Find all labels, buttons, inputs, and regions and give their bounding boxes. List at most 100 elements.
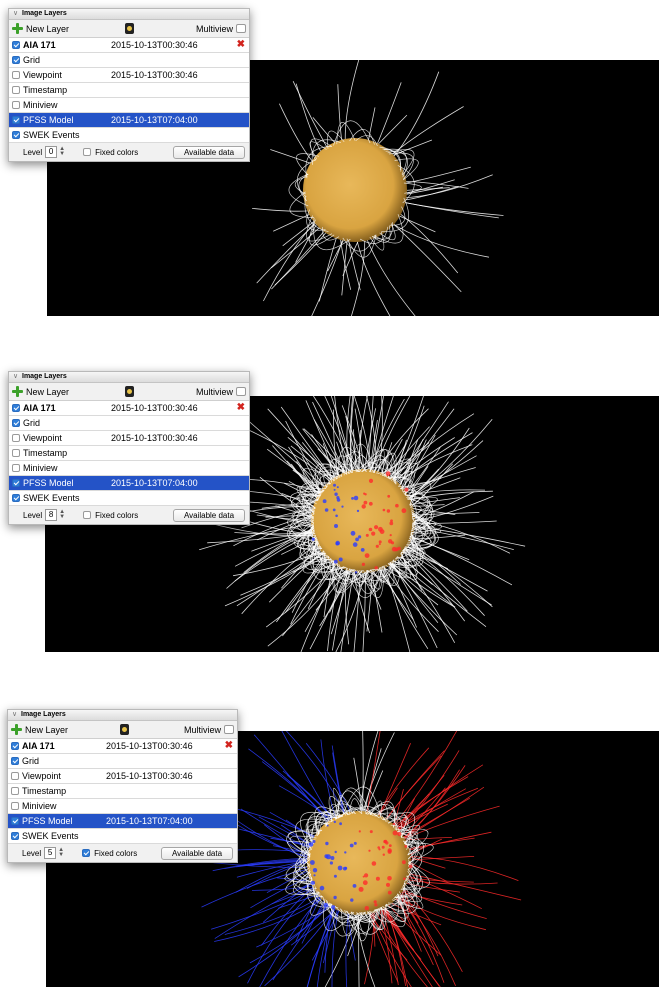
level-stepper-icon[interactable]: ▲ ▼ (59, 509, 66, 520)
closed-field-loop (314, 537, 346, 569)
fixed-colors-option[interactable]: Fixed colors (83, 148, 138, 157)
pfss-options: Level 5 ▲ ▼ Fixed colors Available data (8, 844, 237, 862)
available-data-button[interactable]: Available data (173, 509, 245, 522)
level-stepper-icon[interactable]: ▲ ▼ (59, 146, 66, 157)
pfss-options: Level 0 ▲ ▼ Fixed colors Available data (9, 143, 249, 161)
multiview-checkbox[interactable] (236, 387, 246, 396)
fixed-colors-option[interactable]: Fixed colors (82, 849, 137, 858)
panel-title-bar[interactable]: ∨ Image Layers (9, 9, 249, 20)
closed-field-loop (373, 460, 387, 477)
layer-row[interactable]: Miniview (8, 799, 237, 814)
multiview-checkbox[interactable] (224, 725, 234, 734)
layer-row[interactable]: PFSS Model 2015-10-13T07:04:00 (9, 476, 249, 491)
collapse-chevron-icon[interactable]: ∨ (13, 373, 19, 380)
layer-visibility-checkbox[interactable] (11, 817, 19, 825)
panel-title-bar[interactable]: ∨ Image Layers (8, 710, 237, 721)
layer-row[interactable]: Timestamp (8, 784, 237, 799)
layer-visibility-checkbox[interactable] (12, 56, 20, 64)
closed-field-loop (296, 494, 321, 513)
layer-row[interactable]: AIA 171 2015-10-13T00:30:46 ✖ (8, 739, 237, 754)
level-value-field[interactable]: 8 (45, 509, 58, 521)
layer-row[interactable]: AIA 171 2015-10-13T00:30:46 ✖ (9, 401, 249, 416)
new-layer-button[interactable]: New Layer (26, 386, 70, 397)
layer-visibility-checkbox[interactable] (12, 404, 20, 412)
layer-row[interactable]: Miniview (9, 461, 249, 476)
layer-row[interactable]: PFSS Model 2015-10-13T07:04:00 (9, 113, 249, 128)
collapse-chevron-icon[interactable]: ∨ (12, 711, 18, 718)
multiview-checkbox[interactable] (236, 24, 246, 33)
closed-field-loop (304, 537, 338, 571)
closed-field-loop (316, 541, 338, 564)
collapse-chevron-icon[interactable]: ∨ (13, 10, 19, 17)
new-layer-button[interactable]: New Layer (26, 23, 70, 34)
layer-visibility-checkbox[interactable] (11, 787, 19, 795)
open-field-line (355, 909, 376, 987)
layer-row[interactable]: Grid (9, 416, 249, 431)
layer-visibility-checkbox[interactable] (11, 832, 19, 840)
layer-visibility-checkbox[interactable] (11, 772, 19, 780)
remove-layer-icon[interactable]: ✖ (236, 39, 245, 50)
polarity-footpoint (330, 856, 335, 860)
layer-visibility-checkbox[interactable] (12, 434, 20, 442)
closed-field-loop (323, 810, 338, 826)
layer-row[interactable]: AIA 171 2015-10-13T00:30:46 ✖ (9, 38, 249, 53)
polarity-footpoint (311, 880, 315, 885)
layer-row[interactable]: Viewpoint 2015-10-13T00:30:46 (9, 431, 249, 446)
available-data-button[interactable]: Available data (161, 847, 233, 860)
layer-visibility-checkbox[interactable] (12, 419, 20, 427)
layer-row[interactable]: SWEK Events (9, 491, 249, 506)
layer-visibility-checkbox[interactable] (12, 479, 20, 487)
layer-visibility-checkbox[interactable] (11, 802, 19, 810)
layer-row[interactable]: Grid (9, 53, 249, 68)
layer-row[interactable]: PFSS Model 2015-10-13T07:04:00 (8, 814, 237, 829)
layer-row[interactable]: Miniview (9, 98, 249, 113)
movie-export-icon[interactable] (125, 386, 134, 397)
fixed-colors-checkbox[interactable] (83, 148, 92, 156)
layer-visibility-checkbox[interactable] (12, 464, 20, 472)
open-field-line (350, 235, 366, 316)
add-layer-icon[interactable] (12, 386, 23, 397)
open-field-line (311, 235, 345, 316)
polarity-footpoint (342, 866, 347, 871)
level-value-field[interactable]: 5 (44, 847, 57, 859)
new-layer-button[interactable]: New Layer (25, 724, 69, 735)
fixed-colors-label: Fixed colors (94, 848, 138, 858)
closed-field-loop (315, 813, 338, 834)
panel-title-bar[interactable]: ∨ Image Layers (9, 372, 249, 383)
closed-field-loop (306, 215, 333, 242)
layer-visibility-checkbox[interactable] (12, 71, 20, 79)
layer-visibility-checkbox[interactable] (12, 131, 20, 139)
layer-visibility-checkbox[interactable] (12, 494, 20, 502)
level-stepper-icon[interactable]: ▲ ▼ (58, 847, 65, 858)
layer-row[interactable]: SWEK Events (8, 829, 237, 844)
layer-row[interactable]: Viewpoint 2015-10-13T00:30:46 (8, 769, 237, 784)
movie-export-icon[interactable] (125, 23, 134, 34)
layer-visibility-checkbox[interactable] (12, 86, 20, 94)
layer-row[interactable]: SWEK Events (9, 128, 249, 143)
fixed-colors-checkbox[interactable] (83, 511, 92, 519)
layer-visibility-checkbox[interactable] (12, 449, 20, 457)
layer-row[interactable]: Viewpoint 2015-10-13T00:30:46 (9, 68, 249, 83)
available-data-button[interactable]: Available data (173, 146, 245, 159)
fixed-colors-option[interactable]: Fixed colors (83, 511, 138, 520)
layer-visibility-checkbox[interactable] (12, 116, 20, 124)
fixed-colors-checkbox[interactable] (82, 849, 91, 857)
closed-field-loop (341, 786, 382, 820)
layer-visibility-checkbox[interactable] (12, 41, 20, 49)
remove-layer-icon[interactable]: ✖ (224, 740, 233, 751)
add-layer-icon[interactable] (12, 23, 23, 34)
remove-layer-icon[interactable]: ✖ (236, 402, 245, 413)
add-layer-icon[interactable] (11, 724, 22, 735)
layer-row[interactable]: Timestamp (9, 446, 249, 461)
layer-visibility-checkbox[interactable] (11, 742, 19, 750)
closed-field-loop (330, 558, 372, 582)
layer-visibility-checkbox[interactable] (11, 757, 19, 765)
movie-export-icon[interactable] (120, 724, 129, 735)
closed-field-loop (403, 865, 418, 884)
layer-visibility-checkbox[interactable] (12, 101, 20, 109)
polarity-footpoint (339, 822, 342, 826)
open-field-line (312, 396, 355, 476)
layer-row[interactable]: Grid (8, 754, 237, 769)
level-value-field[interactable]: 0 (45, 146, 58, 158)
layer-row[interactable]: Timestamp (9, 83, 249, 98)
